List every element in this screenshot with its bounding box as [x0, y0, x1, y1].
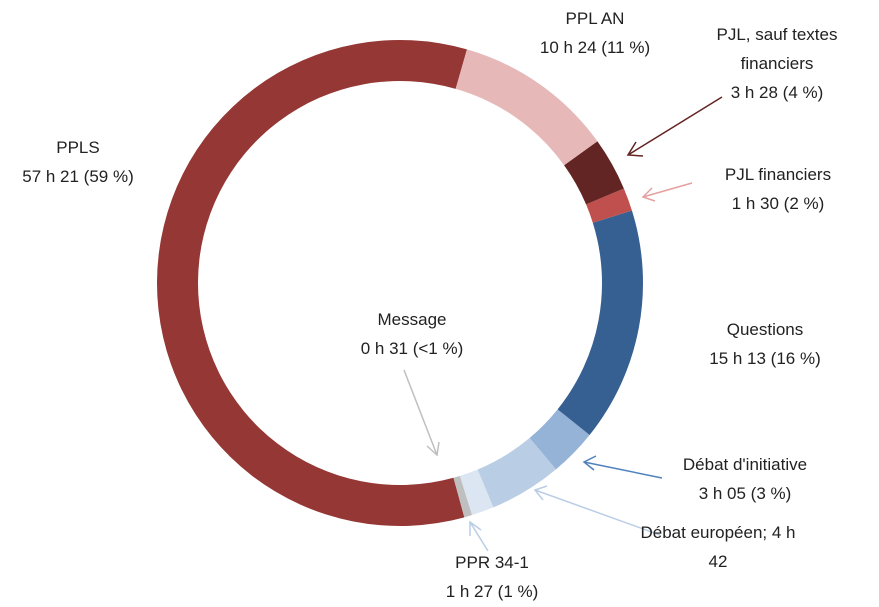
value-label: 15 h 13 (16 %) [709, 349, 821, 368]
arrow-head [626, 141, 644, 157]
slice [453, 475, 473, 518]
value-label: 4 h 42 [708, 523, 796, 571]
category-label: PJL financiers [724, 165, 832, 184]
slice-label: Questions 15 h 13 (16 %) [675, 315, 855, 373]
value-label: 1 h 30 (2 %) [731, 194, 825, 213]
leader-line [403, 369, 438, 456]
category-label: Message [377, 310, 447, 329]
slice-label: PPLS 57 h 21 (59 %) [0, 133, 168, 191]
category-label: Débat européen; [640, 523, 768, 542]
value-label: 57 h 21 (59 %) [22, 167, 134, 186]
arrow-head [641, 187, 656, 202]
value-label: 3 h 28 (4 %) [730, 83, 824, 102]
category-label: PPR 34-1 [455, 553, 529, 572]
category-label: PPL AN [565, 9, 625, 28]
slice-label: PJL, sauf textes financiers 3 h 28 (4 %) [702, 20, 852, 107]
slice-label: Débat d'initiative 3 h 05 (3 %) [655, 450, 835, 508]
arrow-head [426, 441, 440, 457]
slice-label: PPR 34-1 1 h 27 (1 %) [402, 548, 582, 606]
slice-label: Débat européen; 4 h 42 [633, 518, 803, 576]
slice [557, 210, 643, 435]
leader-lines [403, 96, 723, 552]
slice [564, 141, 624, 205]
slice [529, 409, 590, 470]
leader-line [583, 461, 663, 479]
category-label: PJL, sauf textes financiers [716, 25, 838, 73]
leader-line [627, 96, 723, 156]
slice-label: PPL AN 10 h 24 (11 %) [505, 4, 685, 62]
slice [157, 40, 467, 526]
value-label: 0 h 31 (<1 %) [360, 339, 464, 358]
category-label: Questions [726, 320, 804, 339]
arrow-head [469, 520, 482, 536]
category-label: Débat d'initiative [682, 455, 808, 474]
slice-label: Message 0 h 31 (<1 %) [322, 305, 502, 363]
value-label: 10 h 24 (11 %) [539, 38, 651, 57]
value-label: 3 h 05 (3 %) [698, 484, 792, 503]
leader-line [642, 182, 693, 198]
arrow-head [533, 485, 548, 501]
slice [455, 49, 598, 166]
slice [477, 437, 556, 508]
leader-line [534, 489, 661, 536]
slice [459, 469, 494, 516]
slice-label: PJL financiers 1 h 30 (2 %) [688, 160, 868, 218]
leader-line [469, 521, 489, 552]
arrow-head [582, 455, 597, 471]
slice [586, 188, 632, 223]
value-label: 1 h 27 (1 %) [445, 582, 539, 601]
category-label: PPLS [56, 138, 100, 157]
